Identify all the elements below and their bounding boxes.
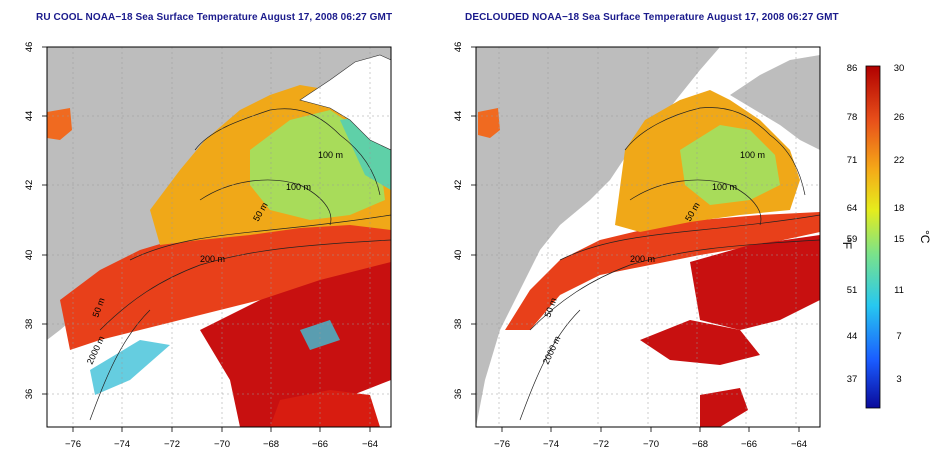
celsius-tick-label: 11 xyxy=(894,285,904,296)
gulf-stream-patch xyxy=(700,388,748,427)
lat-tick-label: 40 xyxy=(453,250,464,261)
celsius-tick-label: 3 xyxy=(896,374,901,385)
celsius-tick-label: 26 xyxy=(894,112,905,123)
lat-tick-label: 44 xyxy=(24,111,35,122)
left-panel-title: RU COOL NOAA−18 Sea Surface Temperature … xyxy=(36,12,393,23)
contour-label: 100 m xyxy=(740,150,765,160)
colorbar: 86 78 71 64 59 51 44 37 30 26 22 18 15 11 7 3 °F °C xyxy=(840,63,932,409)
fahrenheit-tick-label: 59 xyxy=(847,234,858,245)
gulf-stream-patch xyxy=(640,320,760,365)
lon-tick-label: −66 xyxy=(741,439,757,450)
shelf-cool xyxy=(680,125,780,205)
grid-lines xyxy=(476,47,820,427)
lat-tick-label: 38 xyxy=(453,319,464,330)
celsius-label: °C xyxy=(918,230,932,244)
lon-tick-label: −66 xyxy=(312,439,328,450)
celsius-tick-label: 7 xyxy=(896,331,901,342)
contour-label: 200 m xyxy=(630,254,655,264)
right-panel-title: DECLOUDED NOAA−18 Sea Surface Temperatur… xyxy=(465,12,839,23)
warm-water xyxy=(60,205,391,350)
contour-label: 200 m xyxy=(200,254,225,264)
fahrenheit-tick-label: 51 xyxy=(847,285,858,296)
lat-tick-label: 42 xyxy=(24,180,35,191)
lon-tick-label: −64 xyxy=(791,439,807,450)
contour-label: 100 m xyxy=(712,182,737,192)
gulf-stream xyxy=(690,235,820,330)
lon-tick-label: −76 xyxy=(65,439,81,450)
lon-tick-label: −76 xyxy=(494,439,510,450)
fahrenheit-tick-label: 37 xyxy=(847,374,858,385)
lon-tick-label: −70 xyxy=(214,439,230,450)
right-map xyxy=(476,47,820,427)
fahrenheit-tick-label: 78 xyxy=(847,112,858,123)
lon-tick-label: −72 xyxy=(593,439,609,450)
nova-scotia xyxy=(730,55,820,150)
lon-tick-label: −72 xyxy=(164,439,180,450)
gulf-stream-patch xyxy=(270,390,380,427)
lon-tick-label: −74 xyxy=(543,439,559,450)
right-map-frame xyxy=(475,46,821,428)
contour-label: 100 m xyxy=(286,182,311,192)
gulf-stream xyxy=(200,262,391,427)
grid-lines xyxy=(47,47,391,427)
lat-tick-label: 40 xyxy=(24,250,35,261)
left-map xyxy=(47,47,391,427)
lon-tick-label: −68 xyxy=(263,439,279,450)
celsius-tick-label: 15 xyxy=(894,234,905,245)
bathymetry-contours xyxy=(89,108,391,421)
bathymetry-contours xyxy=(519,107,820,421)
left-map-frame xyxy=(46,46,392,428)
celsius-tick-label: 30 xyxy=(894,63,905,74)
contour-label: 100 m xyxy=(318,150,343,160)
lat-tick-label: 36 xyxy=(24,389,35,400)
lat-tick-label: 44 xyxy=(453,111,464,122)
fahrenheit-label: °F xyxy=(840,237,854,249)
colorbar-ticks: 86 78 71 64 59 51 44 37 30 26 22 18 15 11 7 3 xyxy=(847,63,905,385)
nova-scotia xyxy=(299,54,391,151)
warm-water xyxy=(505,212,820,330)
fahrenheit-tick-label: 44 xyxy=(847,331,858,342)
fahrenheit-tick-label: 86 xyxy=(847,63,858,74)
lat-tick-label: 46 xyxy=(24,42,35,53)
land-fill xyxy=(476,47,720,427)
fahrenheit-tick-label: 64 xyxy=(847,203,858,214)
lat-tick-label: 46 xyxy=(453,42,464,53)
offshore-patch xyxy=(478,108,500,138)
celsius-tick-label: 18 xyxy=(894,203,905,214)
lon-tick-label: −74 xyxy=(114,439,130,450)
fahrenheit-tick-label: 71 xyxy=(847,155,858,166)
lat-tick-label: 42 xyxy=(453,180,464,191)
celsius-tick-label: 22 xyxy=(894,155,905,166)
lat-tick-label: 38 xyxy=(24,319,35,330)
cool-streaks xyxy=(90,320,340,395)
lon-tick-label: −64 xyxy=(362,439,378,450)
lon-tick-label: −68 xyxy=(692,439,708,450)
lat-tick-label: 36 xyxy=(453,389,464,400)
lon-tick-label: −70 xyxy=(643,439,659,450)
colorbar-gradient xyxy=(865,65,881,409)
axis-ticks: −76 −74 −72 −70 −68 −66 −64 36 38 40 42 44 46 −76 −74 −… xyxy=(24,42,807,450)
